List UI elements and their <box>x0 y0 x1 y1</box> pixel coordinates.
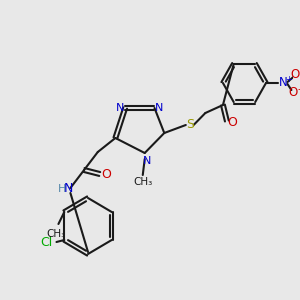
Text: Cl: Cl <box>40 236 53 248</box>
Text: CH₃: CH₃ <box>47 229 66 239</box>
Text: N: N <box>155 103 164 113</box>
Text: O: O <box>291 68 300 82</box>
Text: N: N <box>64 182 73 196</box>
Text: H: H <box>57 184 66 194</box>
Text: CH₃: CH₃ <box>133 177 152 187</box>
Text: O: O <box>102 167 112 181</box>
Text: +: + <box>285 74 292 83</box>
Text: -: - <box>297 84 300 94</box>
Text: N: N <box>142 156 151 166</box>
Text: O: O <box>227 116 237 130</box>
Text: O: O <box>289 86 298 100</box>
Text: N: N <box>279 76 288 89</box>
Text: N: N <box>116 103 124 113</box>
Text: S: S <box>186 118 194 131</box>
